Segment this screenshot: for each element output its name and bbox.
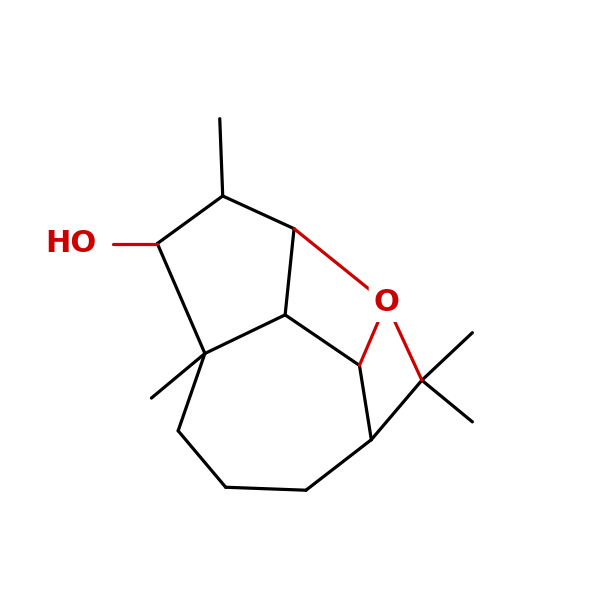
Text: HO: HO [46, 229, 97, 258]
Text: O: O [373, 289, 399, 317]
